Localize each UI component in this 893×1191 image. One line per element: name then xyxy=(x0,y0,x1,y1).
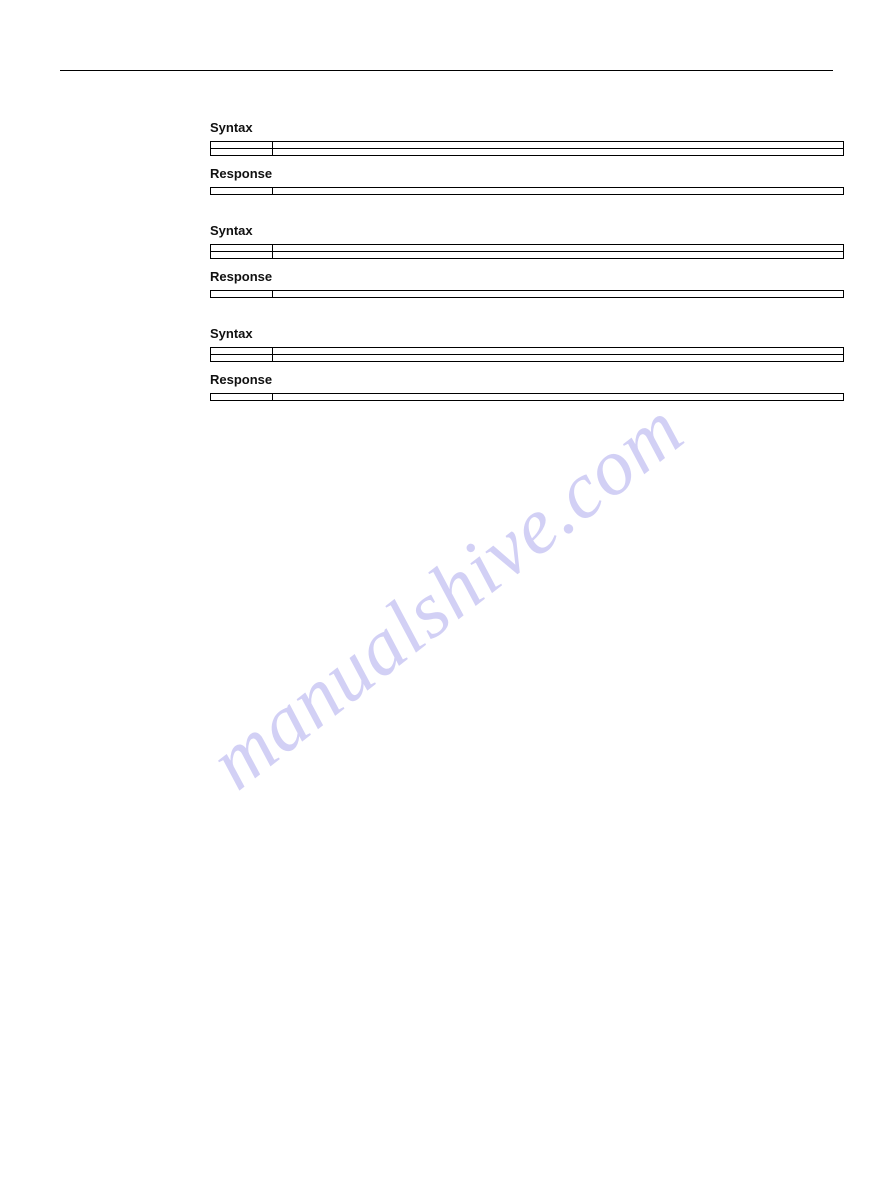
cell xyxy=(211,188,273,195)
table-row xyxy=(211,142,844,149)
header-rule xyxy=(60,70,833,71)
table-row xyxy=(211,149,844,156)
table-row xyxy=(211,348,844,355)
cell xyxy=(273,291,844,298)
table-row xyxy=(211,355,844,362)
cell xyxy=(211,394,273,401)
cell xyxy=(273,149,844,156)
response-label: Response xyxy=(210,372,833,387)
cell xyxy=(211,149,273,156)
page: manualshive.com Syntax Response xyxy=(0,0,893,1191)
syntax-label: Syntax xyxy=(210,120,833,135)
syntax-label: Syntax xyxy=(210,223,833,238)
response-table xyxy=(210,187,844,195)
watermark-text: manualshive.com xyxy=(193,383,700,807)
syntax-table xyxy=(210,244,844,259)
page-header xyxy=(60,42,833,70)
page-content: Syntax Response xyxy=(60,110,833,429)
table-row xyxy=(211,188,844,195)
section-set-saturation: Syntax Response xyxy=(60,223,833,298)
table-row xyxy=(211,252,844,259)
cell xyxy=(273,142,844,149)
response-table xyxy=(210,393,844,401)
cell xyxy=(273,348,844,355)
cell xyxy=(211,348,273,355)
cell xyxy=(273,394,844,401)
cell xyxy=(273,355,844,362)
section-set-hue: Syntax Response xyxy=(60,120,833,195)
cell xyxy=(273,245,844,252)
cell xyxy=(273,188,844,195)
cell xyxy=(211,245,273,252)
table-row xyxy=(211,291,844,298)
syntax-table xyxy=(210,347,844,362)
table-row xyxy=(211,245,844,252)
table-row xyxy=(211,394,844,401)
response-table xyxy=(210,290,844,298)
cell xyxy=(211,355,273,362)
cell xyxy=(211,252,273,259)
syntax-label: Syntax xyxy=(210,326,833,341)
syntax-table xyxy=(210,141,844,156)
response-label: Response xyxy=(210,166,833,181)
cell xyxy=(211,291,273,298)
cell xyxy=(273,252,844,259)
cell xyxy=(211,142,273,149)
section-set-pip-position: Syntax Response xyxy=(60,326,833,401)
response-label: Response xyxy=(210,269,833,284)
